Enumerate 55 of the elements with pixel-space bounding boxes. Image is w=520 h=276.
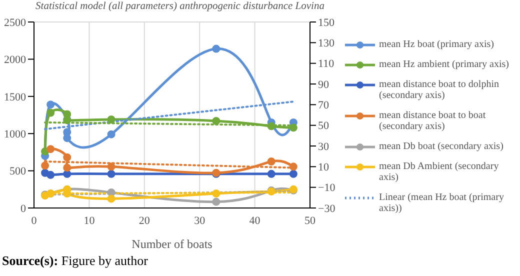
y2-tick-label: 70: [318, 100, 330, 112]
point: [212, 190, 220, 198]
y-tick-label: 2500: [4, 16, 26, 29]
point: [212, 198, 220, 206]
y2-tick-label: 10: [318, 162, 330, 174]
y2-tick-label: 150: [318, 16, 335, 29]
point: [267, 122, 276, 130]
point: [107, 170, 116, 178]
y2-tick-label: 30: [318, 140, 330, 153]
point: [63, 164, 72, 172]
legend-label: mean distance boat to dolphin (secondary axis): [379, 79, 500, 101]
point: [46, 108, 55, 117]
y2-tick-label: 90: [318, 78, 330, 91]
legend-label: mean distance boat to boat (secondary axis): [379, 110, 487, 132]
y2-tick-label: 110: [318, 58, 335, 70]
point: [289, 124, 298, 132]
y-tick-label: 1500: [4, 91, 26, 104]
x-tick-label: 30: [194, 214, 206, 227]
x-tick-label: 10: [84, 214, 96, 227]
point: [267, 170, 276, 178]
x-tick-label: 0: [31, 214, 38, 227]
y2-tick-label: −30: [318, 202, 336, 215]
y-tick-label: 2000: [4, 54, 26, 66]
point: [212, 44, 220, 53]
point: [107, 115, 116, 124]
y2-tick-label: 130: [318, 38, 335, 50]
point: [41, 162, 50, 170]
x-tick-label: 40: [249, 214, 261, 227]
legend-label: mean Hz boat (primary axis): [379, 39, 494, 50]
y-tick-label: 1000: [4, 128, 26, 141]
point: [46, 145, 55, 154]
x-axis-title: Number of boats: [132, 237, 213, 251]
y-tick-label: 500: [10, 166, 26, 178]
legend-label: Linear (mean Hz boat (primary axis)): [379, 192, 505, 214]
source-note: Source(s): Figure by author: [2, 253, 148, 269]
point: [107, 194, 116, 203]
legend-label: mean Db Ambient (secondary axis): [379, 161, 500, 183]
x-tick-label: 20: [138, 214, 150, 227]
point: [63, 134, 72, 142]
point: [212, 116, 220, 125]
point: [289, 170, 298, 178]
point: [46, 100, 55, 109]
x-tick-label: 50: [304, 214, 316, 227]
point: [107, 162, 116, 171]
chart-title: Statistical model (all parameters) anthropogenic disturbance Lovina: [34, 1, 326, 12]
point: [289, 162, 298, 171]
y-tick-label: 0: [20, 202, 26, 215]
point: [267, 158, 276, 166]
point: [63, 153, 72, 162]
legend-label: mean Hz ambient (primary axis): [379, 59, 509, 70]
legend-label: mean Db boat (secondary axis): [379, 141, 504, 152]
y2-tick-label: −10: [318, 182, 336, 194]
point: [46, 170, 55, 179]
y2-tick-label: 50: [318, 120, 330, 132]
point: [107, 130, 116, 138]
